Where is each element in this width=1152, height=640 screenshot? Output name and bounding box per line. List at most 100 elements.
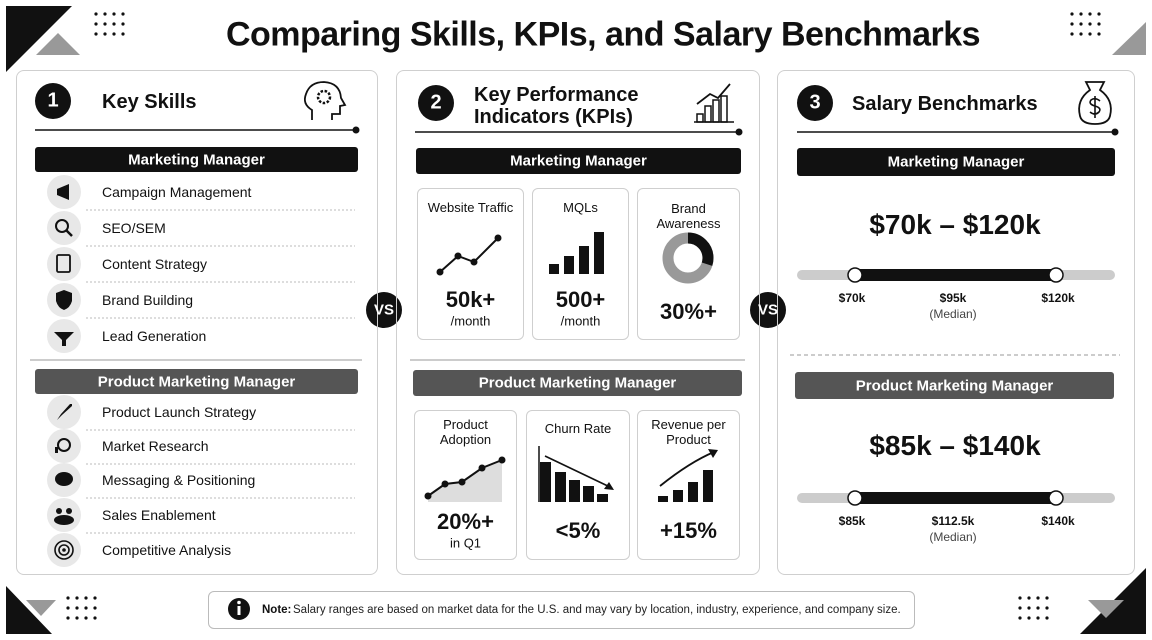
dot bbox=[103, 22, 107, 26]
panel-title: Salary Benchmarks bbox=[852, 93, 1038, 115]
mini-dot bbox=[458, 478, 466, 486]
kpi-label: Brand Awareness bbox=[656, 201, 721, 231]
dot bbox=[66, 596, 70, 600]
dot bbox=[93, 606, 97, 610]
panel-title: Key Skills bbox=[102, 91, 197, 113]
note-label: Note: bbox=[262, 604, 292, 616]
salary-max: $120k bbox=[1041, 291, 1075, 305]
mini-dot bbox=[494, 234, 502, 242]
kpi-label: Product Adoption bbox=[439, 417, 492, 447]
kpi-unit: /month bbox=[450, 313, 491, 329]
icon-arrow bbox=[696, 83, 731, 105]
icon-bag bbox=[1078, 81, 1112, 125]
salary-max: $140k bbox=[1041, 514, 1075, 528]
skill-glyph bbox=[57, 184, 69, 200]
icon-head bbox=[303, 81, 347, 120]
dot bbox=[1097, 22, 1101, 26]
dot bbox=[94, 32, 98, 36]
divider-dot bbox=[735, 128, 743, 136]
vs-label: VS bbox=[373, 301, 395, 319]
skill-icon-bg bbox=[47, 429, 81, 463]
role-bar bbox=[35, 369, 358, 394]
skill-item: Competitive Analysis bbox=[102, 542, 232, 558]
skill-item: Content Strategy bbox=[102, 256, 208, 272]
step-badge bbox=[797, 85, 833, 121]
skill-glyph bbox=[58, 544, 70, 556]
kpi-value: 30%+ bbox=[660, 299, 717, 324]
skill-glyph bbox=[57, 438, 71, 452]
skill-item: SEO/SEM bbox=[102, 220, 166, 236]
dot bbox=[112, 12, 116, 16]
mini-line bbox=[439, 237, 499, 273]
dot bbox=[1045, 606, 1049, 610]
icon-gear bbox=[316, 89, 332, 105]
dot bbox=[1097, 32, 1101, 36]
mini-dot bbox=[478, 464, 486, 472]
role-label: Marketing Manager bbox=[128, 151, 265, 168]
dot bbox=[1036, 606, 1040, 610]
mini-arrowhead bbox=[604, 482, 614, 490]
skill-item: Sales Enablement bbox=[102, 507, 216, 523]
dot bbox=[1088, 12, 1092, 16]
skill-item: Messaging & Positioning bbox=[102, 472, 256, 488]
skill-icon-bg bbox=[47, 247, 81, 281]
skill-glyph bbox=[62, 548, 66, 552]
dot bbox=[84, 616, 88, 620]
dot bbox=[112, 22, 116, 26]
kpi-label: Website Traffic bbox=[427, 200, 514, 215]
dot bbox=[1018, 596, 1022, 600]
dot bbox=[121, 32, 125, 36]
skill-glyph bbox=[54, 515, 74, 525]
kpi-card bbox=[637, 410, 740, 560]
role-bar bbox=[35, 147, 358, 172]
kpi-card bbox=[526, 410, 630, 560]
corner-triangle bbox=[1112, 22, 1146, 55]
dot bbox=[75, 606, 79, 610]
salary-band bbox=[855, 269, 1056, 281]
dot bbox=[94, 12, 98, 16]
mini-bar bbox=[540, 462, 551, 502]
corner-triangle bbox=[1088, 600, 1124, 618]
dot bbox=[1045, 596, 1049, 600]
skill-glyph bbox=[56, 254, 71, 273]
role-bar bbox=[797, 148, 1115, 176]
mini-bar bbox=[658, 496, 668, 502]
dot bbox=[112, 32, 116, 36]
kpi-value: <5% bbox=[555, 518, 601, 543]
corner-triangle bbox=[36, 33, 80, 55]
mini-dot bbox=[498, 456, 506, 464]
skill-glyph bbox=[55, 219, 69, 233]
kpi-unit: /month bbox=[560, 313, 601, 329]
mini-bar bbox=[569, 480, 580, 502]
kpi-label: Revenue per Product bbox=[651, 417, 726, 447]
dot bbox=[1079, 12, 1083, 16]
skill-glyph bbox=[65, 229, 73, 237]
role-bar bbox=[795, 372, 1114, 399]
divider-dot bbox=[1111, 128, 1119, 136]
mini-bar bbox=[583, 486, 594, 502]
mini-dot bbox=[424, 492, 432, 500]
role-label: Product Marketing Manager bbox=[478, 374, 677, 392]
mini-arrow bbox=[659, 451, 715, 487]
dot bbox=[1027, 596, 1031, 600]
dot bbox=[1036, 596, 1040, 600]
skill-glyph bbox=[54, 332, 74, 346]
salary-min: $85k bbox=[838, 514, 866, 528]
salary-median: $112.5k bbox=[931, 514, 975, 528]
dot bbox=[93, 616, 97, 620]
dot bbox=[1088, 22, 1092, 26]
icon-dollar bbox=[1089, 96, 1101, 118]
kpi-value: 50k+ bbox=[445, 287, 496, 312]
role-label: Product Marketing Manager bbox=[97, 373, 296, 390]
kpi-label: MQLs bbox=[563, 200, 598, 215]
skill-glyph bbox=[66, 508, 72, 514]
panel bbox=[396, 70, 760, 575]
note-text: Salary ranges are based on market data f… bbox=[293, 604, 901, 616]
dot bbox=[75, 596, 79, 600]
skill-item: Product Launch Strategy bbox=[102, 404, 257, 420]
info-icon-dot bbox=[237, 600, 241, 605]
dot bbox=[75, 616, 79, 620]
mini-bar bbox=[703, 470, 713, 502]
role-label: Marketing Manager bbox=[887, 153, 1025, 171]
mini-dot bbox=[436, 268, 444, 276]
